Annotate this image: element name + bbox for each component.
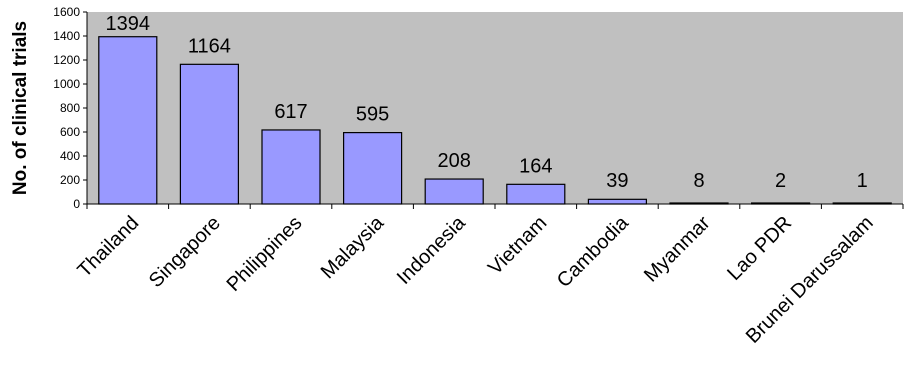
- data-label: 1394: [106, 13, 151, 35]
- y-tick-label: 1600: [53, 5, 80, 19]
- bar-malaysia: [343, 132, 403, 205]
- y-tick-label: 400: [60, 149, 80, 163]
- data-label: 164: [519, 155, 552, 177]
- bar-indonesia: [424, 178, 484, 205]
- y-tick-label: 1400: [53, 29, 80, 43]
- y-tick-label: 1200: [53, 53, 80, 67]
- category-label: Cambodia: [553, 211, 634, 292]
- data-label-group: 1394 1164 617 595 208 164 39 8 2 1: [106, 13, 868, 192]
- category-label: Malaysia: [317, 211, 389, 283]
- bar-thailand: [98, 36, 158, 205]
- data-label: 617: [274, 101, 307, 123]
- category-label: Thailand: [74, 212, 144, 282]
- bar-vietnam: [506, 183, 566, 205]
- category-label: Indonesia: [393, 211, 471, 289]
- data-label: 595: [356, 104, 389, 126]
- y-tick-label: 1000: [53, 77, 80, 91]
- category-label: Lao PDR: [723, 212, 796, 285]
- y-tick-label: 0: [73, 197, 80, 211]
- category-label: Philippines: [223, 212, 307, 296]
- y-axis-title: No. of clinical trials: [10, 21, 31, 195]
- data-label: 2: [775, 170, 786, 192]
- category-label: Vietnam: [484, 212, 551, 279]
- bar-philippines: [261, 129, 321, 205]
- y-tick-label: 600: [60, 125, 80, 139]
- bar-singapore: [179, 63, 239, 205]
- category-label: Singapore: [145, 212, 225, 292]
- bar-group: [98, 36, 892, 205]
- data-label: 39: [606, 170, 628, 192]
- data-label: 8: [693, 170, 704, 192]
- data-label: 1: [857, 170, 868, 192]
- bar-cambodia: [587, 198, 648, 205]
- y-tick-label: 800: [60, 101, 80, 115]
- y-axis-ticks: 0 200 400 600 800 1000 1200 1400 1600: [53, 5, 87, 211]
- x-axis-ticks: [86, 204, 904, 209]
- data-label: 208: [438, 150, 471, 172]
- data-label: 1164: [188, 35, 231, 57]
- y-tick-label: 200: [60, 173, 80, 187]
- category-label: Myanmar: [640, 212, 715, 287]
